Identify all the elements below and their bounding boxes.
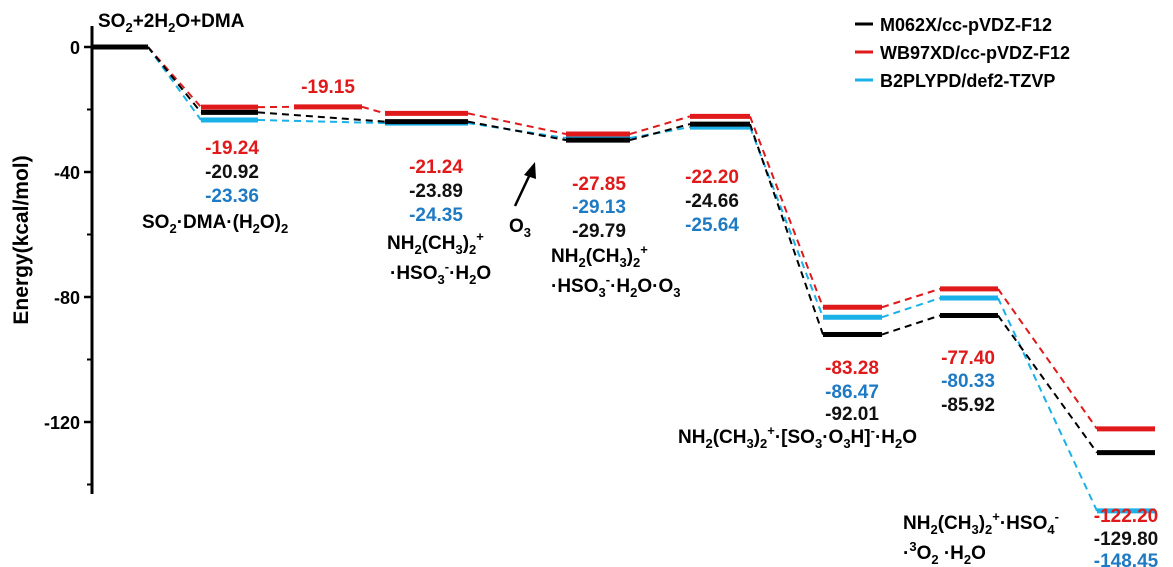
value-label-int4-m062x: -24.66 [685, 191, 739, 212]
y-tick-label: -80 [54, 288, 80, 308]
species-label-int3-line1: NH2(CH3)2+ [551, 242, 648, 270]
species-label-reactant: SO2+2H2O+DMA [98, 11, 245, 35]
connector-wb97xd [881, 287, 941, 309]
connector-b2plypd [881, 297, 941, 319]
o3-arrow [513, 162, 536, 207]
energy-levels [92, 44, 1155, 514]
value-label-int6-wb97xd: -77.40 [941, 348, 995, 369]
value-label-int2-wb97xd: -21.24 [409, 157, 463, 178]
y-tick-label: -120 [44, 413, 80, 433]
value-label-int3-m062x: -29.79 [572, 221, 626, 242]
species-label-int3-line2: ·HSO3-·H2O·O3 [551, 272, 681, 300]
species-label-o3: O3 [509, 216, 531, 240]
species-labels: SO2+2H2O+DMA SO2·DMA·(H2O)2 NH2(CH3)2+ ·… [98, 11, 1059, 567]
y-axis-label: Energy(kcal/mol) [10, 155, 33, 324]
value-label-int6-b2plypd: -80.33 [941, 371, 995, 392]
o3-arrow-shaft [513, 171, 533, 207]
o3-arrow-head [524, 162, 536, 179]
value-label-int5-b2plypd: -86.47 [825, 382, 879, 403]
connector-m062x [147, 46, 202, 114]
value-label-final-wb97xd: -122.20 [1094, 506, 1158, 527]
connector-m062x [257, 111, 386, 123]
legend-label-b2plypd: B2PLYPD/def2-TZVP [880, 71, 1055, 91]
species-label-final-line2: ·3O2 ·H2O [903, 539, 986, 567]
species-label-int2-line1: NH2(CH3)2+ [387, 229, 484, 257]
value-label-int2-m062x: -23.89 [409, 181, 463, 202]
value-label-int4-wb97xd: -22.20 [685, 167, 739, 188]
connector-b2plypd [997, 297, 1098, 512]
value-label-int1-m062x: -20.92 [205, 162, 259, 183]
connector-wb97xd [749, 116, 824, 308]
connector-wb97xd [361, 105, 386, 115]
value-label-int1-b2plypd: -23.36 [205, 186, 259, 207]
value-label-int6-m062x: -85.92 [941, 395, 995, 416]
energy-value-labels: -19.15 -19.24 -20.92 -23.36 -21.24 -23.8… [205, 77, 1159, 567]
value-label-int2-b2plypd: -24.35 [409, 205, 463, 226]
connector-wb97xd [629, 115, 691, 135]
connector-m062x [749, 123, 824, 335]
value-label-int5-m062x: -92.01 [825, 404, 879, 425]
value-label-int1-wb97xd: -19.24 [205, 138, 259, 159]
value-label-int3-wb97xd: -27.85 [572, 174, 626, 195]
value-label-ts-wb97xd: -19.15 [301, 77, 355, 98]
connector-m062x [997, 314, 1098, 454]
value-label-final-b2plypd: -148.45 [1094, 551, 1159, 567]
legend-label-m062x: M062X/cc-pVDZ-F12 [880, 15, 1052, 35]
connector-wb97xd [997, 288, 1098, 430]
species-label-int5: NH2(CH3)2+·[SO3·O3H]-·H2O [678, 423, 917, 451]
connector-b2plypd [749, 126, 824, 318]
legend-label-wb97xd: WB97XD/cc-pVDZ-F12 [880, 43, 1070, 63]
value-label-int5-wb97xd: -83.28 [825, 358, 879, 379]
connector-m062x [629, 123, 691, 142]
species-label-final-line1: NH2(CH3)2+·HSO4- [903, 509, 1059, 537]
value-label-int3-b2plypd: -29.13 [572, 197, 626, 218]
legend: M062X/cc-pVDZ-F12 WB97XD/cc-pVDZ-F12 B2P… [855, 15, 1070, 91]
connector-lines [147, 46, 1098, 512]
species-label-int2-line2: ·HSO3-·H2O [390, 259, 491, 287]
y-axis: 0 -40 -80 -120 Energy(kcal/mol) [10, 26, 94, 494]
connector-m062x [467, 120, 567, 142]
y-tick-label: 0 [70, 38, 80, 58]
connector-wb97xd [467, 112, 567, 136]
y-tick-label: -40 [54, 163, 80, 183]
value-label-int4-b2plypd: -25.64 [685, 215, 739, 236]
species-label-int1: SO2·DMA·(H2O)2 [142, 212, 288, 236]
value-label-final-m062x: -129.80 [1094, 529, 1158, 550]
connector-b2plypd [257, 119, 386, 125]
connector-m062x [881, 314, 941, 336]
